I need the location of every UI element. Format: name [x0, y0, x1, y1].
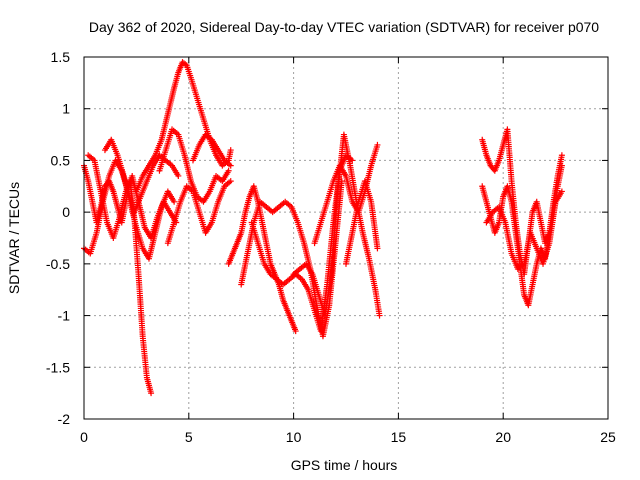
series-sat-l [290, 131, 383, 319]
data-point [374, 141, 381, 148]
data-point [227, 147, 234, 154]
series-sat-e [133, 59, 234, 195]
data-point [349, 157, 356, 164]
data-point [376, 312, 383, 319]
series-sat-i [225, 183, 299, 335]
y-tick-label: 0.5 [51, 152, 71, 168]
data-point [227, 178, 234, 185]
series-sat-q [483, 188, 565, 273]
y-tick-label: -2 [58, 411, 71, 427]
x-axis-label: GPS time / hours [291, 457, 398, 473]
x-tick-label: 10 [286, 429, 302, 445]
data-point [374, 245, 381, 252]
data-points-layer [81, 59, 565, 397]
x-tick-label: 25 [600, 429, 616, 445]
data-point [171, 198, 178, 205]
x-tick-label: 20 [495, 429, 511, 445]
data-point [558, 188, 565, 195]
plot-frame [83, 56, 609, 420]
y-tick-label: -0.5 [46, 256, 70, 272]
x-tick-label: 15 [391, 429, 407, 445]
y-tick-label: 1.5 [51, 49, 71, 65]
data-point [558, 162, 565, 169]
data-point [225, 167, 232, 174]
y-tick-label: -1 [58, 308, 71, 324]
series-sat-d [101, 136, 178, 262]
y-tick-label: 0 [62, 204, 70, 220]
y-tick-label: 1 [62, 101, 70, 117]
series-sat-n [343, 178, 381, 267]
axis-layer: 0 5 10 15 20 25 -2 -1.5 -1 -0.5 0 0.5 1 1.5 [46, 49, 616, 445]
y-tick-label: -1.5 [46, 359, 70, 375]
series-sat-c [85, 152, 180, 241]
series-sat-a [81, 162, 155, 397]
x-tick-label: 5 [185, 429, 193, 445]
data-point [175, 172, 182, 179]
data-point [148, 390, 155, 397]
data-point [227, 162, 234, 169]
data-point [292, 328, 299, 335]
data-point [558, 152, 565, 159]
chart-title: Day 362 of 2020, Sidereal Day-to-day VTE… [89, 19, 599, 35]
series-sat-o [479, 126, 565, 278]
series-sat-h [189, 131, 234, 169]
data-point [182, 61, 189, 68]
x-tick-label: 0 [80, 429, 88, 445]
y-axis-label: SDTVAR / TECUs [6, 182, 22, 294]
series-sat-g [164, 178, 234, 247]
